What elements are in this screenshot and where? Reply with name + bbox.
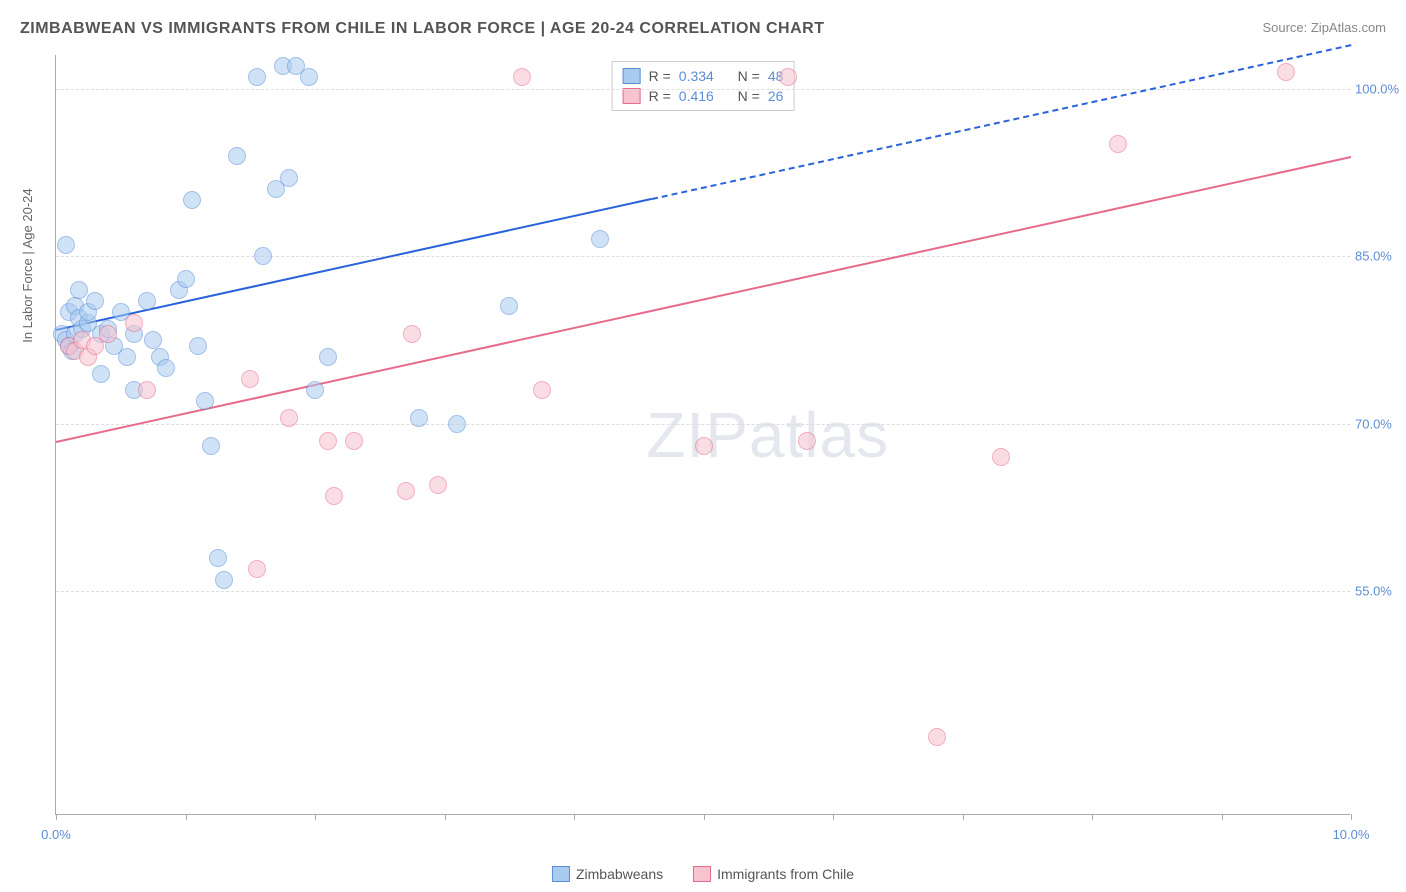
data-point <box>403 325 421 343</box>
data-point <box>196 392 214 410</box>
legend-item: Zimbabweans <box>552 866 663 882</box>
data-point <box>70 281 88 299</box>
ytick-label: 70.0% <box>1355 416 1406 431</box>
stat-label: R = <box>649 88 671 104</box>
gridline <box>56 256 1350 257</box>
xtick <box>704 814 705 820</box>
data-point <box>300 68 318 86</box>
stat-label: N = <box>738 88 760 104</box>
legend-swatch <box>623 88 641 104</box>
xtick <box>445 814 446 820</box>
xtick <box>833 814 834 820</box>
data-point <box>254 247 272 265</box>
data-point <box>183 191 201 209</box>
data-point <box>306 381 324 399</box>
data-point <box>448 415 466 433</box>
data-point <box>410 409 428 427</box>
xtick <box>56 814 57 820</box>
data-point <box>86 292 104 310</box>
legend-swatch <box>623 68 641 84</box>
trend-line <box>56 156 1351 443</box>
data-point <box>157 359 175 377</box>
data-point <box>241 370 259 388</box>
data-point <box>125 314 143 332</box>
data-point <box>500 297 518 315</box>
gridline <box>56 591 1350 592</box>
stat-label: N = <box>738 68 760 84</box>
xtick <box>574 814 575 820</box>
y-axis-label: In Labor Force | Age 20-24 <box>20 188 35 342</box>
data-point <box>280 409 298 427</box>
data-point <box>695 437 713 455</box>
stats-box: R =0.334 N =48R =0.416 N =26 <box>612 61 795 111</box>
data-point <box>325 487 343 505</box>
legend-swatch <box>693 866 711 882</box>
xtick <box>1092 814 1093 820</box>
data-point <box>99 325 117 343</box>
data-point <box>533 381 551 399</box>
chart-title: ZIMBABWEAN VS IMMIGRANTS FROM CHILE IN L… <box>20 20 824 38</box>
xtick <box>1222 814 1223 820</box>
stat-value: 26 <box>768 88 784 104</box>
data-point <box>189 337 207 355</box>
xtick <box>186 814 187 820</box>
data-point <box>92 365 110 383</box>
ytick-label: 100.0% <box>1355 81 1406 96</box>
data-point <box>248 560 266 578</box>
xtick-label: 0.0% <box>41 827 71 842</box>
source-label: Source: ZipAtlas.com <box>1262 20 1386 35</box>
data-point <box>319 348 337 366</box>
xtick <box>963 814 964 820</box>
data-point <box>1277 63 1295 81</box>
legend-label: Immigrants from Chile <box>717 866 854 882</box>
data-point <box>138 381 156 399</box>
legend-item: Immigrants from Chile <box>693 866 854 882</box>
stat-value: 0.416 <box>679 88 714 104</box>
xtick-label: 10.0% <box>1333 827 1370 842</box>
data-point <box>779 68 797 86</box>
bottom-legend: Zimbabweans Immigrants from Chile <box>552 866 854 882</box>
stat-value: 0.334 <box>679 68 714 84</box>
plot-area: ZIPatlas R =0.334 N =48R =0.416 N =26 55… <box>55 55 1350 815</box>
watermark-zip: ZIP <box>646 399 749 471</box>
data-point <box>429 476 447 494</box>
data-point <box>228 147 246 165</box>
data-point <box>280 169 298 187</box>
data-point <box>798 432 816 450</box>
data-point <box>591 230 609 248</box>
gridline <box>56 424 1350 425</box>
data-point <box>319 432 337 450</box>
data-point <box>209 549 227 567</box>
data-point <box>202 437 220 455</box>
data-point <box>118 348 136 366</box>
watermark-atlas: atlas <box>749 399 889 471</box>
data-point <box>144 331 162 349</box>
data-point <box>928 728 946 746</box>
data-point <box>513 68 531 86</box>
xtick <box>315 814 316 820</box>
data-point <box>138 292 156 310</box>
data-point <box>1109 135 1127 153</box>
ytick-label: 55.0% <box>1355 584 1406 599</box>
data-point <box>215 571 233 589</box>
xtick <box>1351 814 1352 820</box>
data-point <box>345 432 363 450</box>
legend-label: Zimbabweans <box>576 866 663 882</box>
data-point <box>177 270 195 288</box>
watermark: ZIPatlas <box>646 398 889 472</box>
legend-swatch <box>552 866 570 882</box>
data-point <box>397 482 415 500</box>
ytick-label: 85.0% <box>1355 249 1406 264</box>
data-point <box>248 68 266 86</box>
data-point <box>57 236 75 254</box>
trend-line <box>56 198 652 331</box>
stat-label: R = <box>649 68 671 84</box>
data-point <box>992 448 1010 466</box>
stats-row: R =0.334 N =48 <box>623 66 784 86</box>
